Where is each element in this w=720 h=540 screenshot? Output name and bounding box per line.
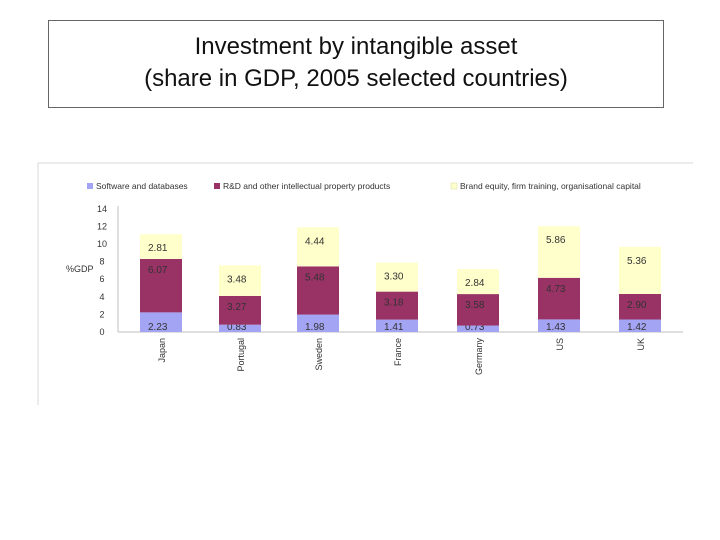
legend-label-1: Software and databases xyxy=(96,181,188,191)
x-label-uk: UK xyxy=(636,338,646,351)
bar-uk-series-2 xyxy=(619,293,661,320)
bar-portugal-series-1 xyxy=(219,324,261,332)
legend-label-3: Brand equity, firm training, organisatio… xyxy=(460,181,641,191)
x-label-france: France xyxy=(393,338,403,366)
data-label-uk-series-3: 5.36 xyxy=(627,256,647,267)
y-tick-label-10: 10 xyxy=(97,239,107,249)
x-label-japan: Japan xyxy=(157,338,167,363)
y-tick-label-2: 2 xyxy=(99,309,104,319)
bar-uk-series-1 xyxy=(619,319,661,332)
y-axis-title: %GDP xyxy=(66,264,94,274)
data-label-portugal-series-2: 3.27 xyxy=(227,302,247,313)
data-label-france-series-2: 3.18 xyxy=(384,298,404,309)
data-label-us-series-3: 5.86 xyxy=(546,235,566,246)
x-axis-labels: Japan Portugal Sweden France Germany US UK xyxy=(157,338,646,376)
data-label-portugal-series-3: 3.48 xyxy=(227,274,247,285)
data-label-sweden-series-3: 4.44 xyxy=(305,236,325,247)
bar-france-series-1 xyxy=(376,319,418,332)
data-label-germany-series-2: 3.58 xyxy=(465,300,485,311)
bar-germany-series-1 xyxy=(457,325,499,332)
bar-japan-series-2 xyxy=(140,258,182,313)
bar-germany-series-2 xyxy=(457,294,499,326)
y-tick-label-8: 8 xyxy=(99,257,104,267)
bar-japan-series-1 xyxy=(140,312,182,332)
legend-swatch-3 xyxy=(450,182,458,190)
x-label-sweden: Sweden xyxy=(314,338,324,371)
legend-label-2: R&D and other intellectual property prod… xyxy=(223,181,390,191)
bar-sweden-series-3 xyxy=(297,227,339,267)
bar-portugal-series-3 xyxy=(219,265,261,296)
data-label-sweden-series-2: 5.48 xyxy=(305,272,325,283)
slide-title-line-1: Investment by intangible asset xyxy=(194,33,518,60)
data-label-uk-series-2: 2.90 xyxy=(627,300,647,311)
data-label-sweden-series-1: 1.98 xyxy=(305,322,325,333)
x-label-germany: Germany xyxy=(474,338,484,376)
bar-portugal-series-2 xyxy=(219,295,261,325)
data-label-japan-series-1: 2.23 xyxy=(148,322,168,333)
x-label-portugal: Portugal xyxy=(236,338,246,372)
bar-sweden-series-2 xyxy=(297,266,339,315)
legend-swatch-2 xyxy=(214,183,220,189)
data-label-us-series-2: 4.73 xyxy=(546,284,566,295)
data-label-france-series-1: 1.41 xyxy=(384,322,404,333)
y-tick-label-14: 14 xyxy=(97,204,107,214)
data-label-france-series-3: 3.30 xyxy=(384,272,404,283)
bar-germany-series-3 xyxy=(457,269,499,295)
x-label-us: US xyxy=(555,338,565,351)
bar-us-series-2 xyxy=(538,277,580,320)
bar-series: 2.23 6.07 2.81 0.83 3.27 3.48 1.98 5.48 4.44 1.41… xyxy=(140,226,661,333)
y-tick-label-4: 4 xyxy=(99,292,104,302)
bar-us-series-1 xyxy=(538,319,580,332)
bar-france-series-2 xyxy=(376,291,418,320)
y-tick-label-12: 12 xyxy=(97,221,107,231)
slide-title-box: Investment by intangible asset (share in… xyxy=(48,20,664,108)
data-label-germany-series-1: 0.73 xyxy=(465,322,485,333)
data-label-uk-series-1: 1.42 xyxy=(627,322,647,333)
bar-france-series-3 xyxy=(376,262,418,292)
bar-japan-series-3 xyxy=(140,234,182,259)
data-label-japan-series-3: 2.81 xyxy=(148,243,168,254)
data-label-germany-series-3: 2.84 xyxy=(465,278,485,289)
legend-swatch-1 xyxy=(87,183,93,189)
slide-title-line-2: (share in GDP, 2005 selected countries) xyxy=(144,65,568,92)
bar-uk-series-3 xyxy=(619,246,661,294)
data-label-us-series-1: 1.43 xyxy=(546,322,566,333)
bar-sweden-series-1 xyxy=(297,314,339,332)
y-tick-label-0: 0 xyxy=(99,327,104,337)
data-label-japan-series-2: 6.07 xyxy=(148,265,168,276)
data-label-portugal-series-1: 0.83 xyxy=(227,322,247,333)
chart-legend: Software and databases R&D and other inte… xyxy=(87,181,641,191)
bar-us-series-3 xyxy=(538,226,580,278)
y-tick-label-6: 6 xyxy=(99,274,104,284)
